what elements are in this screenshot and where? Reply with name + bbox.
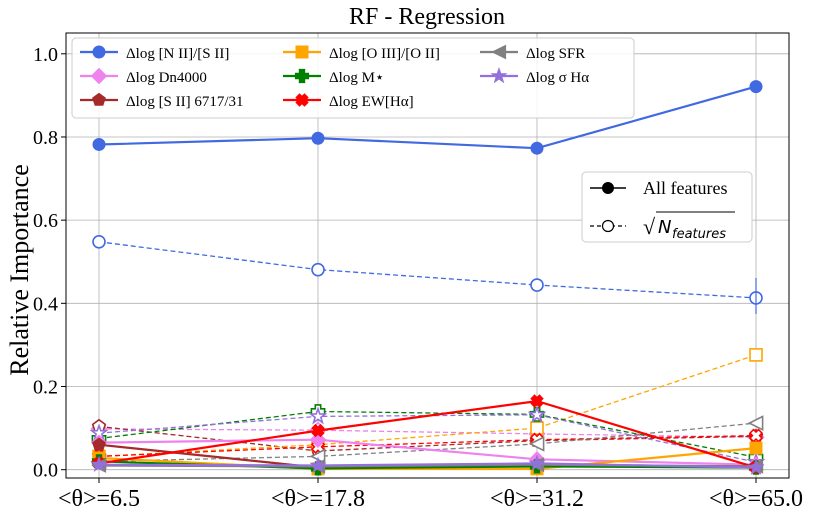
series-line-all <box>98 462 757 469</box>
data-point-all <box>92 437 106 451</box>
legend-swatch-marker <box>92 92 106 106</box>
x-tick-label: <θ>=17.8 <box>271 486 365 512</box>
style-label-features: features <box>672 227 726 242</box>
legend-entry: Δlog M⋆ <box>283 68 384 86</box>
style-swatch-dashed-marker <box>601 219 615 233</box>
x-tick-label: <θ>=31.2 <box>490 486 584 512</box>
y-tick-label: 1.0 <box>33 44 58 66</box>
y-axis-label: Relative Importance <box>5 164 34 376</box>
series-line-all <box>98 447 757 470</box>
series-line-sqrt <box>98 354 757 458</box>
plot-frame <box>65 32 790 479</box>
y-tick-label: 0.2 <box>33 377 58 399</box>
legend-entry: Δlog [S II] 6717/31 <box>80 92 244 110</box>
data-point-all <box>749 441 763 455</box>
series-line-sqrt <box>98 241 757 299</box>
y-tick-label: 0.6 <box>33 210 58 232</box>
series-line-all <box>98 399 757 469</box>
legend-entry: Δlog [N II]/[S II] <box>80 45 229 62</box>
legend-label: Δlog [S II] 6717/31 <box>126 94 244 110</box>
legend-swatch-marker <box>295 93 309 107</box>
data-point-sqrt <box>530 421 544 435</box>
legend-swatch-marker <box>490 66 508 84</box>
legend-label: Δlog EW[Hα] <box>329 94 414 110</box>
series-all-log-h-group <box>90 454 765 475</box>
data-point-all <box>528 454 546 471</box>
series-line-sqrt <box>98 434 757 458</box>
series-layer <box>89 80 766 476</box>
axis-ticks: 0.0 0.2 0.4 0.6 0.8 1.0 <θ>=6.5 <θ>=17.8 <θ>=31.… <box>33 44 803 512</box>
legend-entry: Δlog EW[Hα] <box>283 93 414 110</box>
legend-entry: Δlog [O III]/[O II] <box>283 45 440 62</box>
legend-label: Δlog [N II]/[S II] <box>126 46 229 62</box>
data-point-all <box>309 456 327 473</box>
series-line-sqrt <box>98 428 757 438</box>
legend-label: Δlog Dn4000 <box>126 70 207 86</box>
legend-entry: Δlog σ Hα <box>480 66 589 86</box>
data-point-all <box>92 137 106 151</box>
sqrt-symbol: √ <box>643 214 656 239</box>
series-sqrt-log-n-ii-s-ii-group <box>92 234 763 305</box>
legend-swatch-marker <box>92 45 106 59</box>
series-line-sqrt <box>98 425 757 452</box>
data-point-sqrt <box>308 406 328 425</box>
legend-label: Δlog M⋆ <box>329 70 384 86</box>
data-point-all <box>311 131 325 145</box>
legend-label: Δlog SFR <box>526 46 585 62</box>
data-point-all <box>530 141 544 155</box>
style-label-all: All features <box>643 178 727 198</box>
data-point-all <box>749 80 763 94</box>
data-point-all <box>747 458 765 475</box>
legend-label: Δlog σ Hα <box>526 70 589 86</box>
legend-swatch-marker <box>491 44 507 60</box>
legend-entry: Δlog Dn4000 <box>80 67 207 86</box>
x-tick-label: <θ>=6.5 <box>58 486 140 512</box>
data-point-sqrt <box>530 278 544 292</box>
legend-swatch-marker <box>294 68 310 84</box>
legend-swatch-marker <box>295 45 309 59</box>
data-point-sqrt <box>749 348 763 362</box>
legend: Δlog [N II]/[S II] Δlog Dn4000 Δlog [S II]… <box>71 37 635 119</box>
style-label-n: N <box>658 217 671 238</box>
series-line-all <box>98 438 757 466</box>
data-point-sqrt <box>748 428 764 443</box>
series-all-log-n-ii-s-ii-group <box>92 80 763 155</box>
y-tick-label: 0.4 <box>33 293 58 315</box>
chart-title: RF - Regression <box>349 4 505 30</box>
legend-box <box>71 37 635 119</box>
series-line-all <box>98 85 757 150</box>
data-point-all <box>311 423 325 438</box>
x-tick-label: <θ>=65.0 <box>709 486 803 512</box>
y-tick-label: 0.8 <box>33 127 58 149</box>
y-tick-label: 0.0 <box>33 460 58 482</box>
data-point-sqrt <box>527 404 547 423</box>
series-line-sqrt <box>98 410 757 458</box>
data-point-sqrt <box>92 234 106 249</box>
data-point-all <box>90 455 108 473</box>
style-swatch-solid-marker <box>602 182 614 194</box>
style-legend-box <box>581 171 753 243</box>
data-point-sqrt <box>311 262 325 277</box>
legend-swatch-marker <box>90 67 108 85</box>
data-point-all <box>530 394 544 408</box>
data-point-sqrt <box>747 415 764 431</box>
legend-entry: Δlog SFR <box>480 44 585 62</box>
legend-label: Δlog [O III]/[O II] <box>329 46 440 62</box>
data-point-sqrt <box>528 436 545 452</box>
